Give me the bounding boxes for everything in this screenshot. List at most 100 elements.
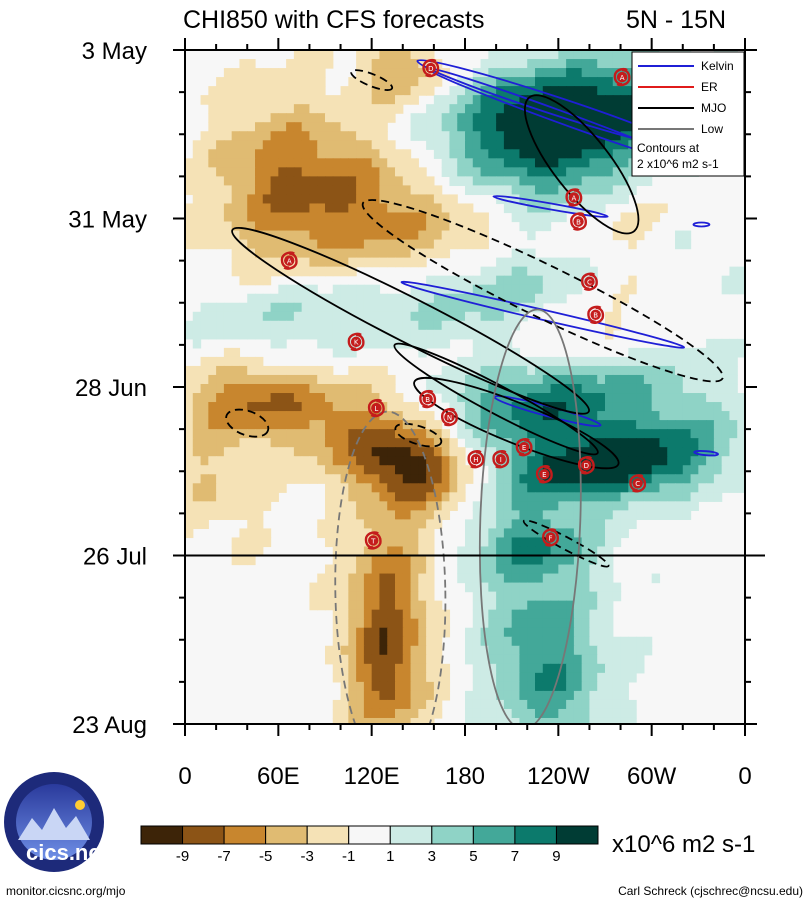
field-cell	[535, 483, 544, 493]
low-contour-negative	[334, 410, 447, 724]
field-cell	[496, 140, 505, 150]
field-cell	[208, 230, 217, 241]
field-cell	[340, 383, 349, 394]
field-cell	[371, 474, 381, 484]
field-cell	[340, 429, 349, 439]
field-cell	[262, 212, 272, 223]
storm-marker: C	[581, 272, 598, 291]
storm-swirl-icon	[542, 528, 559, 547]
field-cell	[441, 149, 451, 159]
field-cell	[449, 176, 458, 187]
field-cell	[278, 438, 287, 448]
field-cell	[216, 510, 225, 520]
field-cell	[675, 447, 684, 457]
field-cell	[325, 591, 334, 602]
field-cell	[402, 537, 412, 548]
field-cell	[581, 402, 591, 412]
field-cell	[589, 600, 598, 611]
field-cell	[309, 212, 318, 223]
field-cell	[605, 311, 614, 322]
field-cell	[550, 77, 559, 87]
field-cell	[503, 149, 513, 159]
field-cell	[558, 519, 567, 530]
field-cell	[667, 383, 676, 394]
field-cell	[239, 248, 248, 259]
field-cell	[496, 573, 505, 584]
field-cell	[348, 699, 357, 710]
field-cell	[286, 474, 295, 484]
field-cell	[682, 492, 692, 502]
field-cell	[527, 483, 536, 493]
field-cell	[262, 411, 272, 421]
field-cell	[682, 501, 692, 511]
field-cell	[519, 203, 528, 214]
field-cell	[597, 519, 606, 530]
field-cell	[503, 203, 513, 214]
field-cell	[675, 356, 684, 367]
field-cell	[472, 411, 482, 421]
field-cell	[675, 438, 684, 448]
field-cell	[651, 420, 661, 430]
field-cell	[620, 411, 629, 421]
field-cell	[325, 501, 334, 511]
field-cell	[371, 591, 381, 602]
field-cell	[675, 402, 684, 412]
field-cell	[325, 528, 334, 539]
field-cell	[348, 176, 357, 187]
field-cell	[371, 618, 381, 629]
field-cell	[519, 176, 528, 187]
field-cell	[496, 636, 505, 647]
field-cell	[255, 447, 264, 457]
field-cell	[612, 645, 622, 656]
field-cell	[371, 203, 381, 214]
field-cell	[332, 600, 342, 611]
field-cell	[309, 293, 318, 304]
field-cell	[496, 275, 505, 286]
field-cell	[293, 95, 303, 105]
field-cell	[465, 167, 474, 177]
field-cell	[488, 113, 497, 123]
field-cell	[566, 528, 575, 539]
field-cell	[550, 140, 559, 150]
field-cell	[651, 203, 661, 214]
field-cell	[480, 221, 489, 232]
field-cell	[410, 699, 419, 710]
y-tick-label: 31 May	[68, 207, 147, 234]
field-cell	[433, 230, 443, 241]
field-cell	[208, 483, 217, 493]
field-cell	[628, 221, 637, 232]
field-cell	[433, 113, 443, 123]
field-cell	[200, 158, 209, 168]
field-cell	[558, 573, 567, 584]
field-cell	[418, 699, 427, 710]
field-cell	[255, 266, 264, 277]
field-cell	[597, 429, 606, 439]
field-cell	[503, 609, 513, 620]
field-cell	[270, 420, 279, 430]
field-cell	[293, 257, 303, 268]
field-cell	[387, 717, 396, 724]
field-cell	[387, 59, 396, 69]
field-cell	[293, 248, 303, 259]
field-cell	[185, 239, 194, 250]
field-cell	[465, 717, 474, 724]
storm-center-icon	[470, 454, 482, 465]
field-cell	[356, 212, 365, 223]
field-cell	[550, 293, 559, 304]
field-cell	[270, 176, 279, 187]
field-cell	[332, 212, 342, 223]
field-cell	[620, 365, 629, 376]
field-cell	[612, 221, 622, 232]
field-cell	[426, 50, 435, 60]
field-cell	[185, 393, 194, 403]
field-cell	[278, 248, 287, 259]
field-cell	[643, 420, 653, 430]
field-cell	[185, 176, 194, 187]
field-cell	[231, 546, 241, 557]
field-cell	[480, 338, 489, 349]
field-cell	[589, 411, 598, 421]
field-cell	[356, 501, 365, 511]
field-cell	[301, 438, 311, 448]
field-cell	[496, 582, 505, 593]
storm-label: E	[522, 444, 526, 452]
